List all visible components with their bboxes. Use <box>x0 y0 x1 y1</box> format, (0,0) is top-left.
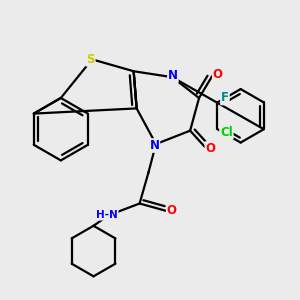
Text: O: O <box>213 68 223 81</box>
Text: F: F <box>221 92 229 104</box>
Text: O: O <box>205 142 215 155</box>
Text: Cl: Cl <box>220 126 233 139</box>
Text: O: O <box>167 204 177 218</box>
Text: N: N <box>149 139 160 152</box>
Text: S: S <box>86 53 95 66</box>
Text: N: N <box>168 69 178 82</box>
Text: H-N: H-N <box>96 210 118 220</box>
